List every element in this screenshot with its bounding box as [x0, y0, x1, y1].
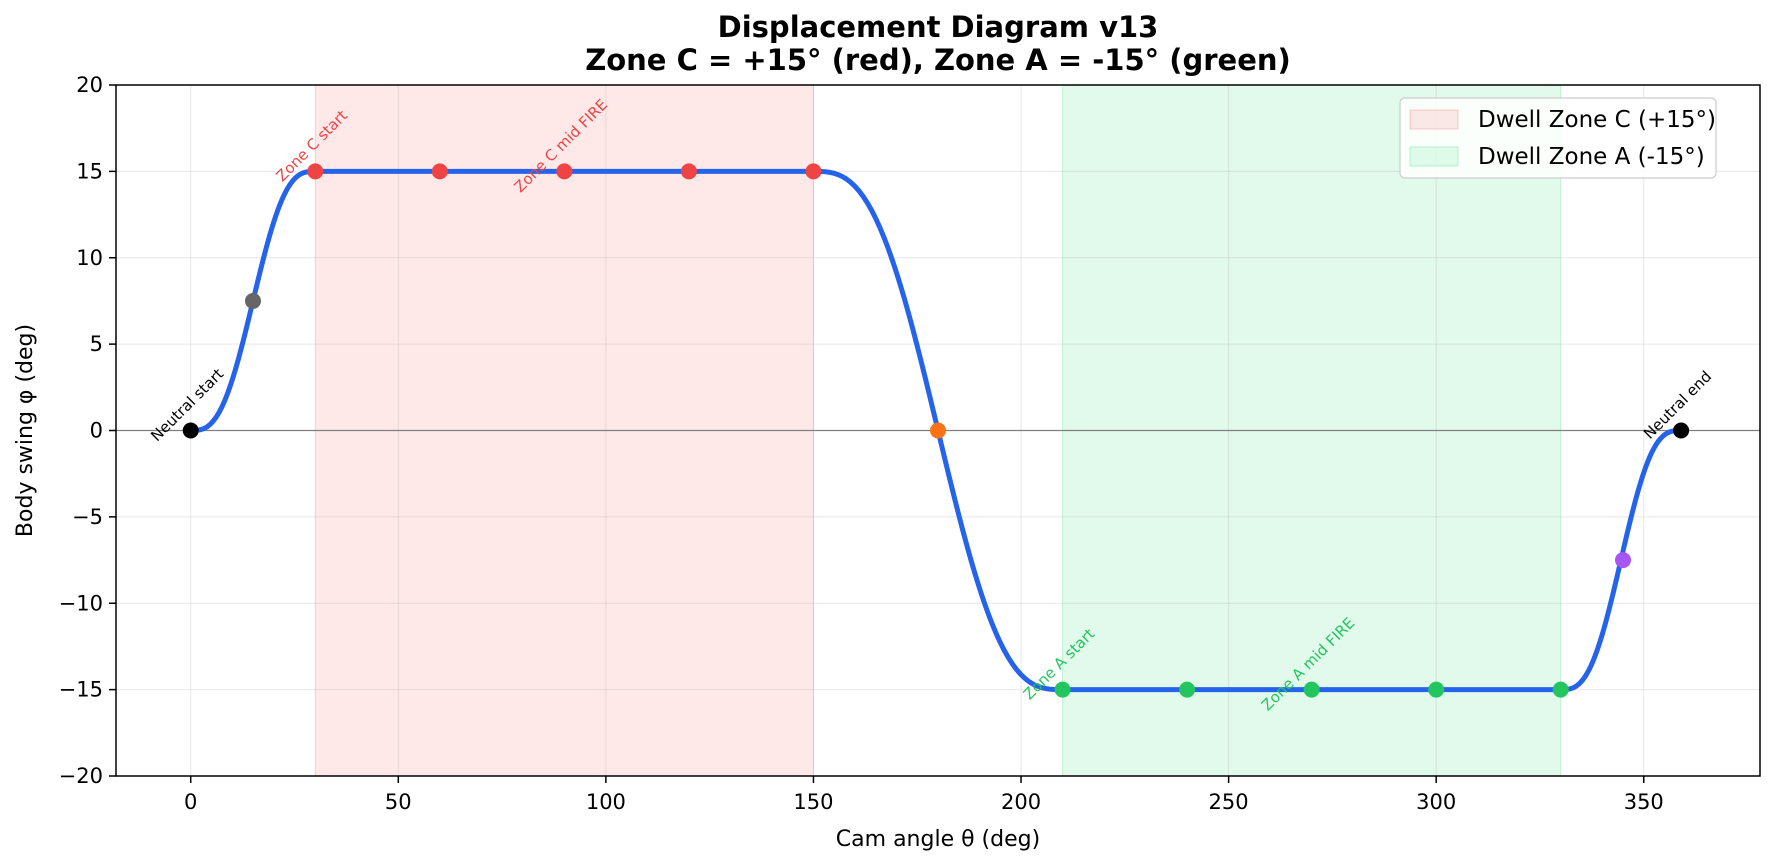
y-axis-label: Body swing φ (deg): [13, 324, 38, 537]
data-point: [680, 163, 697, 180]
data-point: [930, 422, 946, 439]
x-tick-label: 150: [793, 790, 833, 814]
data-point: [1552, 681, 1569, 698]
x-tick-label: 200: [1001, 790, 1041, 814]
data-point: [1054, 681, 1071, 698]
y-tick-label: 5: [90, 332, 103, 356]
y-tick-label: −5: [72, 505, 103, 529]
legend-label: Dwell Zone A (-15°): [1478, 144, 1705, 170]
data-point: [431, 163, 448, 180]
legend-box: [1399, 97, 1717, 179]
data-point: [805, 163, 822, 180]
data-point: [307, 163, 324, 180]
x-tick-label: 0: [184, 790, 197, 814]
data-point: [1179, 681, 1196, 698]
axis-ticks: 0 50 100 150 200 250 300 350 −20 −15 −10 −5 0 5 10 15 20: [59, 73, 1664, 814]
data-point: [1673, 422, 1690, 439]
marker-points: [182, 163, 1690, 698]
y-tick-label: −20: [59, 764, 103, 788]
x-tick-label: 250: [1209, 790, 1249, 814]
data-point: [1615, 552, 1631, 569]
data-point: [245, 292, 261, 309]
x-tick-label: 300: [1416, 790, 1456, 814]
x-axis-label: Cam angle θ (deg): [836, 827, 1040, 852]
data-point: [1428, 681, 1445, 698]
data-point: [1303, 681, 1320, 698]
y-tick-label: 10: [76, 246, 103, 270]
y-tick-label: −10: [59, 591, 103, 615]
data-point: [556, 163, 573, 180]
legend-swatch: [1409, 109, 1459, 130]
legend-label: Dwell Zone C (+15°): [1478, 107, 1716, 133]
legend: Dwell Zone C (+15°) Dwell Zone A (-15°): [1399, 97, 1717, 179]
y-tick-label: −15: [59, 678, 103, 702]
y-tick-label: 15: [76, 159, 103, 183]
chart-title: Displacement Diagram v13: [718, 10, 1159, 44]
x-tick-label: 100: [586, 790, 626, 814]
y-tick-label: 20: [76, 73, 103, 97]
chart-subtitle: Zone C = +15° (red), Zone A = -15° (gree…: [585, 43, 1291, 77]
data-point: [182, 422, 199, 439]
legend-swatch: [1409, 146, 1459, 167]
x-tick-label: 350: [1624, 790, 1664, 814]
y-tick-label: 0: [90, 419, 103, 443]
x-tick-label: 50: [385, 790, 412, 814]
